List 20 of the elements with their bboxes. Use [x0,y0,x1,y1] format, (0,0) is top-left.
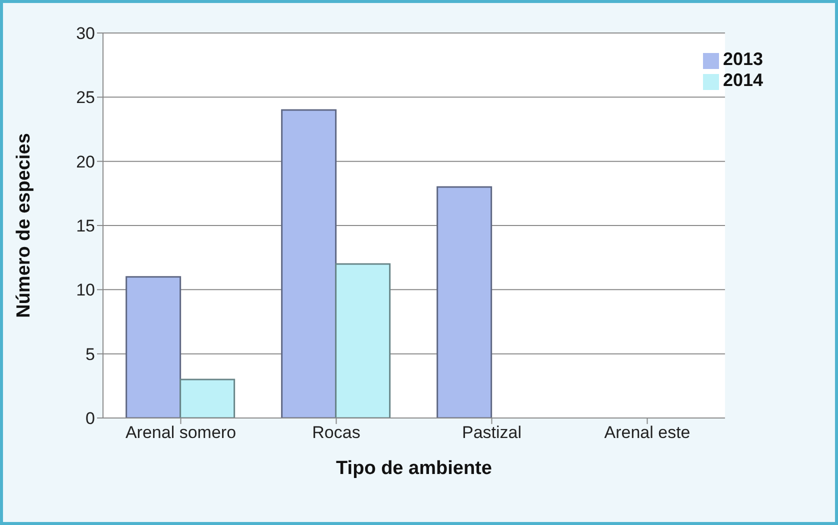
x-tick-label: Rocas [312,423,360,442]
y-axis-title: Número de especies [14,133,35,318]
bar [126,276,182,418]
x-tick-label: Arenal este [604,423,690,442]
x-tick-label: Arenal somero [125,423,236,442]
legend-label: 2014 [723,70,764,90]
bar [281,109,337,418]
y-tick-label: 5 [86,344,95,364]
bar [436,186,492,418]
y-tick-label: 0 [86,409,95,428]
x-axis-title: Tipo de ambiente [336,458,492,479]
y-tick-label: 20 [76,152,95,172]
y-tick-label: 10 [76,280,95,300]
bar [180,378,236,418]
bar [335,263,391,418]
y-tick-label: 30 [76,24,95,44]
legend-label: 2013 [723,49,764,69]
y-tick-label: 25 [76,88,95,108]
y-tick-label: 15 [76,216,95,236]
x-tick-label: Pastizal [462,423,522,442]
